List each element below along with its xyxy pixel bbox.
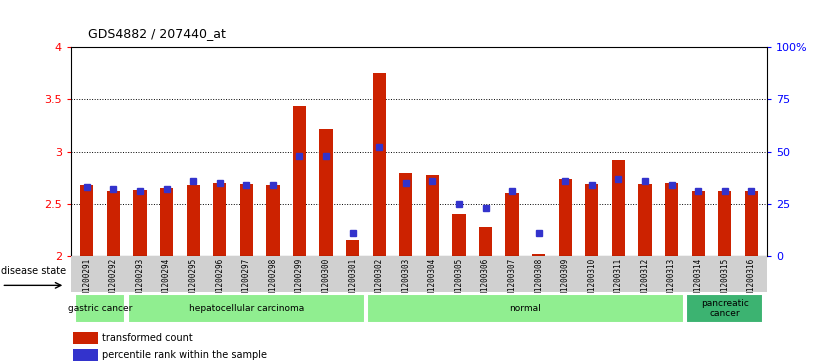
Text: GSM1200299: GSM1200299 [295, 258, 304, 304]
Text: GSM1200312: GSM1200312 [641, 258, 650, 304]
Text: GSM1200310: GSM1200310 [587, 258, 596, 304]
Bar [293, 106, 306, 256]
Text: GSM1200298: GSM1200298 [269, 258, 278, 304]
Text: GSM1200302: GSM1200302 [374, 258, 384, 304]
Bar [160, 188, 173, 256]
Bar [73, 349, 98, 361]
Text: normal: normal [510, 304, 541, 313]
Bar [346, 240, 359, 256]
Bar [373, 73, 386, 256]
Bar [107, 191, 120, 256]
Bar [266, 185, 279, 256]
Text: GSM1200294: GSM1200294 [162, 258, 171, 304]
Bar [505, 193, 519, 256]
Text: GSM1200309: GSM1200309 [560, 258, 570, 304]
Text: GSM1200311: GSM1200311 [614, 258, 623, 304]
Bar [585, 184, 599, 256]
Bar [559, 179, 572, 256]
Bar [73, 332, 98, 344]
Text: GSM1200306: GSM1200306 [481, 258, 490, 304]
Text: percentile rank within the sample: percentile rank within the sample [102, 350, 267, 360]
Bar [425, 175, 439, 256]
Text: GSM1200293: GSM1200293 [135, 258, 144, 304]
Text: GSM1200304: GSM1200304 [428, 258, 437, 304]
Bar [80, 185, 93, 256]
Bar [452, 214, 465, 256]
Text: GSM1200305: GSM1200305 [455, 258, 464, 304]
Bar [214, 183, 226, 256]
Text: GSM1200300: GSM1200300 [322, 258, 330, 304]
Bar [239, 184, 253, 256]
Text: transformed count: transformed count [102, 333, 193, 343]
Text: GDS4882 / 207440_at: GDS4882 / 207440_at [88, 27, 225, 40]
FancyBboxPatch shape [128, 294, 364, 323]
Text: GSM1200296: GSM1200296 [215, 258, 224, 304]
Bar [479, 227, 492, 256]
Text: GSM1200314: GSM1200314 [694, 258, 703, 304]
Text: GSM1200307: GSM1200307 [508, 258, 516, 304]
Text: hepatocellular carcinoma: hepatocellular carcinoma [188, 304, 304, 313]
Text: GSM1200308: GSM1200308 [535, 258, 543, 304]
FancyBboxPatch shape [686, 294, 763, 323]
Text: GSM1200291: GSM1200291 [83, 258, 92, 304]
Text: disease state: disease state [2, 266, 67, 276]
Bar [399, 174, 413, 256]
FancyBboxPatch shape [75, 294, 125, 323]
Text: GSM1200315: GSM1200315 [721, 258, 729, 304]
Text: GSM1200316: GSM1200316 [746, 258, 756, 304]
Text: GSM1200313: GSM1200313 [667, 258, 676, 304]
Text: GSM1200303: GSM1200303 [401, 258, 410, 304]
Text: pancreatic
cancer: pancreatic cancer [701, 299, 749, 318]
Text: GSM1200301: GSM1200301 [348, 258, 357, 304]
Bar [133, 190, 147, 256]
FancyBboxPatch shape [367, 294, 684, 323]
Bar [691, 191, 705, 256]
Bar [665, 183, 678, 256]
Bar [187, 185, 200, 256]
Text: GSM1200297: GSM1200297 [242, 258, 251, 304]
Bar [638, 184, 651, 256]
Bar [612, 160, 625, 256]
Text: GSM1200292: GSM1200292 [109, 258, 118, 304]
Bar [718, 191, 731, 256]
Text: gastric cancer: gastric cancer [68, 304, 133, 313]
Bar [319, 129, 333, 256]
Bar [745, 191, 758, 256]
Bar [532, 254, 545, 256]
Text: GSM1200295: GSM1200295 [188, 258, 198, 304]
